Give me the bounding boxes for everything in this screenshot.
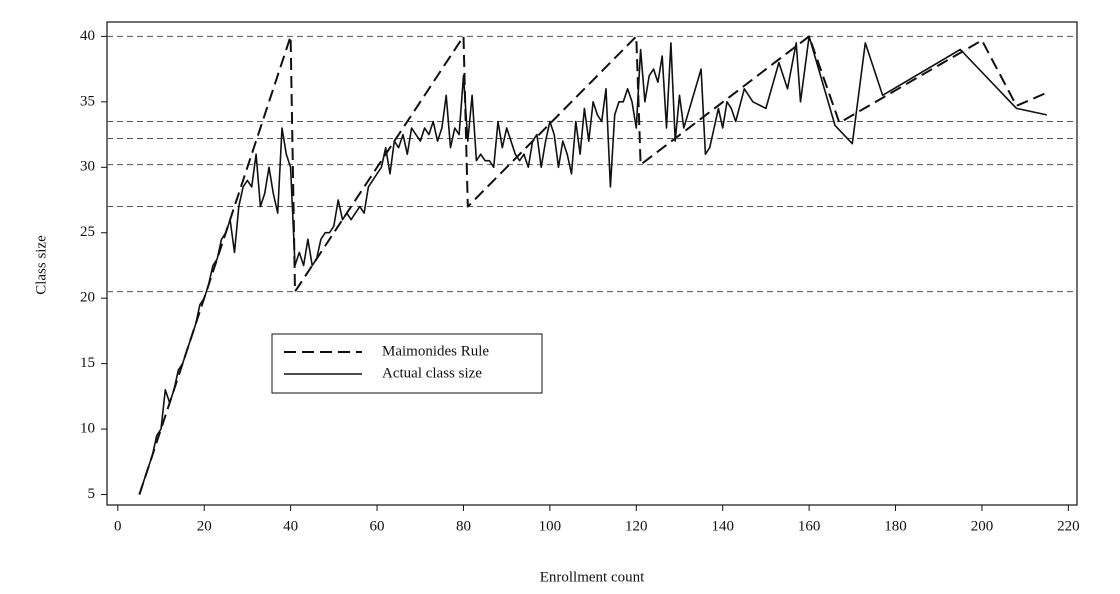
x-tick-label: 80 xyxy=(456,518,471,534)
y-tick-label: 35 xyxy=(80,93,95,109)
x-tick-label: 160 xyxy=(798,518,821,534)
y-tick-label: 10 xyxy=(80,421,95,437)
x-tick-label: 200 xyxy=(971,518,994,534)
x-axis-label: Enrollment count xyxy=(540,569,645,585)
y-tick-label: 25 xyxy=(80,224,95,240)
series-line xyxy=(138,35,1047,495)
legend-label: Actual class size xyxy=(382,365,482,381)
x-tick-label: 40 xyxy=(283,518,298,534)
x-tick-label: 180 xyxy=(884,518,907,534)
x-tick-label: 60 xyxy=(370,518,385,534)
legend-box xyxy=(271,333,543,394)
x-tick-label: 220 xyxy=(1057,518,1080,534)
y-tick-label: 40 xyxy=(80,28,95,44)
x-tick-label: 100 xyxy=(539,518,562,534)
x-tick-label: 140 xyxy=(711,518,734,534)
x-tick-label: 120 xyxy=(625,518,648,534)
y-axis-label: Class size xyxy=(33,235,49,295)
legend-label: Maimonides Rule xyxy=(382,343,489,359)
y-tick-label: 5 xyxy=(88,486,96,502)
y-tick-label: 20 xyxy=(80,290,95,306)
y-tick-label: 15 xyxy=(80,355,95,371)
x-tick-label: 20 xyxy=(197,518,212,534)
plot-frame xyxy=(106,21,1078,506)
y-tick-label: 30 xyxy=(80,159,95,175)
x-tick-label: 0 xyxy=(114,518,122,534)
